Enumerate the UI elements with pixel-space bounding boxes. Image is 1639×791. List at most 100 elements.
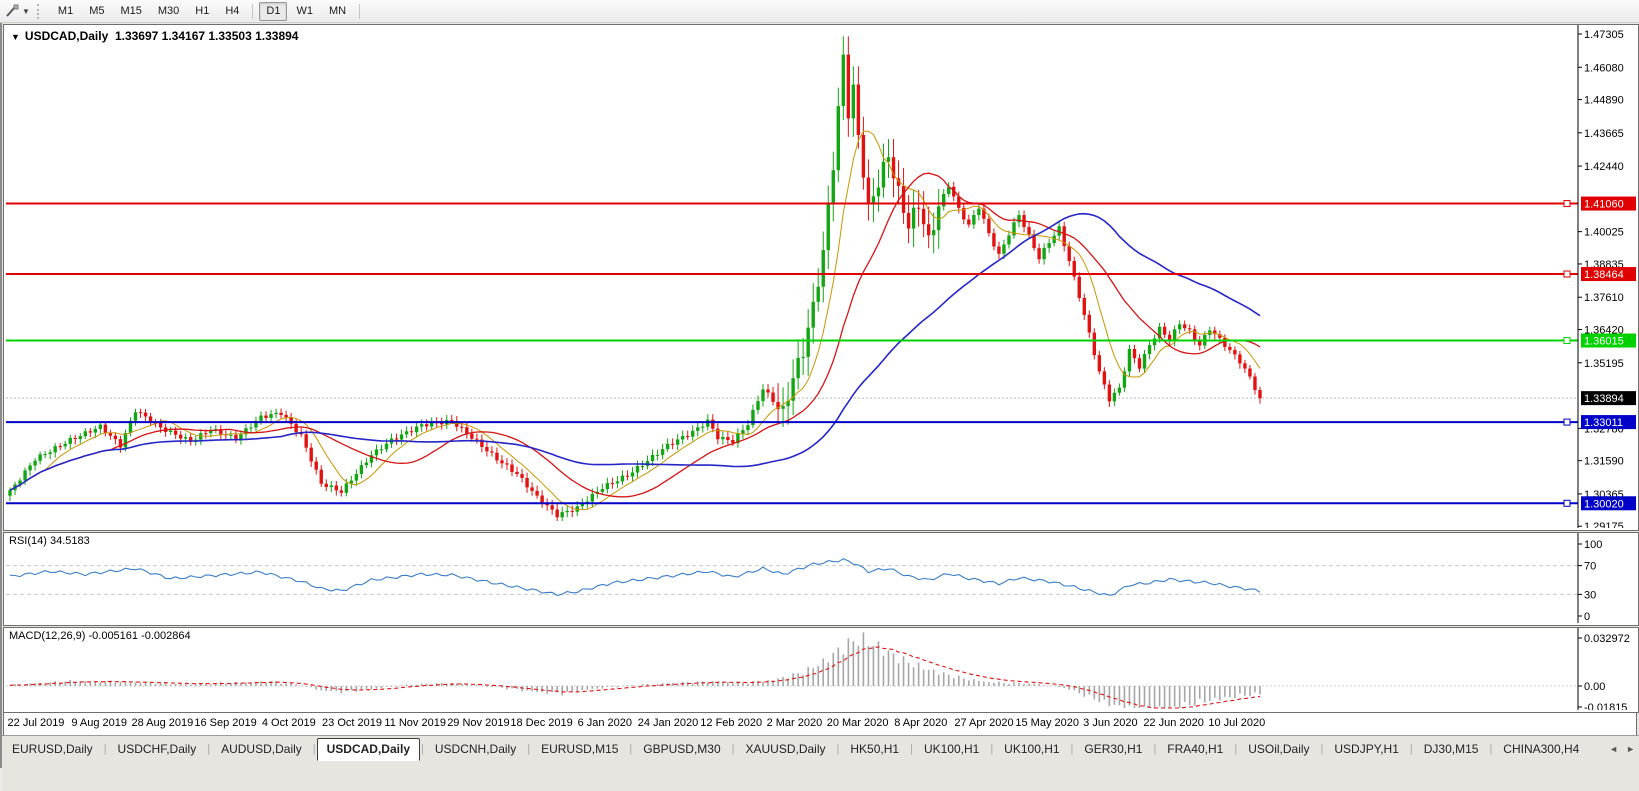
- tab-separator: |: [910, 743, 913, 755]
- timeframe-button-m1[interactable]: M1: [57, 4, 74, 17]
- rsi-axis[interactable]: 100 70 30 0: [1577, 533, 1602, 623]
- ma-line-8[interactable]: [9, 130, 1261, 511]
- price-tick: 1.46080: [1584, 62, 1624, 74]
- toolbar-grip[interactable]: [36, 3, 42, 19]
- hline-end-marker[interactable]: [1563, 499, 1571, 507]
- date-tick-label: 9 Aug 2019: [71, 717, 128, 729]
- hline-price-label: [1581, 333, 1636, 348]
- symbol-dropdown-icon[interactable]: ▼: [11, 32, 20, 42]
- tab-scroll-right-icon[interactable]: ►: [1626, 744, 1635, 754]
- tab-separator: |: [421, 743, 424, 755]
- svg-text:1.36015: 1.36015: [1584, 336, 1624, 348]
- timeframe-button-m15[interactable]: M15: [120, 4, 142, 17]
- chart-tab-xauusd-daily[interactable]: XAUUSD,Daily: [745, 742, 826, 756]
- date-axis[interactable]: 22 Jul 2019 9 Aug 2019 28 Aug 2019 16 Sep 2…: [3, 713, 1637, 735]
- chart-window: 1.47305 1.46080 1.44890 1.43665 1.42440 1.400…: [0, 23, 1639, 791]
- macd-signal-line[interactable]: [9, 646, 1261, 709]
- tab-scroll-left-icon[interactable]: ◄: [1609, 744, 1619, 754]
- chart-tab-eurusd-daily[interactable]: EURUSD,Daily: [12, 742, 93, 756]
- price-tick: 1.37610: [1584, 292, 1624, 304]
- tab-separator: |: [731, 743, 735, 755]
- ma-line-21[interactable]: [9, 172, 1261, 498]
- chart-tab-ger30-h1[interactable]: GER30,H1: [1084, 742, 1143, 756]
- chart-tab-uk100-h1[interactable]: UK100,H1: [923, 742, 980, 756]
- macd-canvas[interactable]: 0.032972 0.00 -0.01815: [4, 628, 1636, 710]
- hline-end-marker[interactable]: [1563, 200, 1571, 208]
- price-axis[interactable]: 1.47305 1.46080 1.44890 1.43665 1.42440 1.400…: [1577, 25, 1636, 528]
- date-tick-label: 12 Feb 2020: [700, 717, 763, 729]
- timeframe-button-d1[interactable]: D1: [259, 1, 288, 21]
- hline-price-label: [1581, 415, 1636, 430]
- chart-tab-gbpusd-m30[interactable]: GBPUSD,M30: [643, 742, 721, 756]
- candlestick-series[interactable]: [8, 36, 1262, 521]
- date-tick-label: 29 Nov 2019: [447, 717, 510, 729]
- price-tick: 1.42440: [1584, 161, 1624, 173]
- main-chart-canvas[interactable]: 1.47305 1.46080 1.44890 1.43665 1.42440 1.400…: [4, 25, 1636, 528]
- chart-tab-usdchf-daily[interactable]: USDCHF,Daily: [117, 742, 197, 756]
- tool-dropdown-icon[interactable]: ▼: [22, 6, 30, 16]
- chart-tab-fra40-h1[interactable]: FRA40,H1: [1167, 742, 1224, 756]
- tab-scroll-arrows: ◄ ►: [1609, 744, 1635, 754]
- chart-tab-audusd-daily[interactable]: AUDUSD,Daily: [221, 742, 302, 756]
- date-tick-label: 3 Jun 2020: [1083, 717, 1138, 729]
- rsi-canvas[interactable]: 100 70 30 0: [4, 533, 1636, 623]
- current-price-label: [1581, 391, 1636, 406]
- timeframe-button-m30[interactable]: M30: [157, 4, 180, 17]
- tab-separator: |: [312, 743, 316, 755]
- timeframe-button-w1[interactable]: W1: [296, 4, 313, 17]
- top-toolbar: ▼ M1 M5 M15 M30 H1 H4 D1 W1 MN: [0, 0, 1639, 23]
- macd-panel: 0.032972 0.00 -0.01815 MACD(12,26,9) -0.00…: [3, 627, 1639, 713]
- date-tick-label: 16 Sep 2019: [194, 717, 257, 729]
- chart-tab-usdcad-daily[interactable]: USDCAD,Daily: [316, 738, 420, 761]
- chart-tab-dj30-m15[interactable]: DJ30,M15: [1423, 742, 1479, 756]
- hline-end-marker[interactable]: [1563, 270, 1571, 278]
- chart-tab-usdjpy-h1[interactable]: USDJPY,H1: [1334, 742, 1399, 756]
- date-tick-label: 6 Jan 2020: [577, 717, 633, 729]
- macd-tick: 0.00: [1584, 681, 1605, 693]
- macd-histogram[interactable]: [9, 632, 1261, 708]
- date-tick-label: 22 Jul 2019: [7, 717, 65, 729]
- tab-separator: |: [629, 743, 633, 755]
- date-tick-label: 23 Oct 2019: [322, 717, 382, 729]
- date-tick-label: 20 Mar 2020: [826, 717, 889, 729]
- date-tick-label: 28 Aug 2019: [131, 717, 194, 729]
- price-tick: 1.35195: [1584, 358, 1624, 370]
- price-tick: 1.29175: [1584, 521, 1624, 528]
- timeframe-button-mn[interactable]: MN: [328, 4, 347, 17]
- toolbar-tool-icon[interactable]: [3, 2, 21, 20]
- window-bottom-strip: [2, 762, 1639, 791]
- date-tick-label: 24 Jan 2020: [637, 717, 699, 729]
- svg-text:1.33011: 1.33011: [1584, 417, 1623, 429]
- hline-end-marker[interactable]: [1563, 418, 1571, 426]
- date-tick-label: 15 May 2020: [1015, 717, 1079, 729]
- chart-tab-hk50-h1[interactable]: HK50,H1: [850, 742, 900, 756]
- rsi-line[interactable]: [9, 558, 1261, 597]
- timeframe-button-m5[interactable]: M5: [89, 4, 105, 17]
- svg-text:1.30020: 1.30020: [1584, 498, 1624, 510]
- date-tick-label: 18 Dec 2019: [510, 717, 573, 729]
- hline-price-label: [1581, 267, 1636, 282]
- chart-tab-usoil-daily[interactable]: USOil,Daily: [1248, 742, 1310, 756]
- rsi-tick: 0: [1584, 611, 1590, 623]
- svg-text:1.33894: 1.33894: [1584, 393, 1624, 405]
- tab-separator: |: [836, 743, 840, 755]
- chart-tab-uk100-h1[interactable]: UK100,H1: [1004, 742, 1060, 756]
- ma-line-55[interactable]: [9, 212, 1261, 491]
- date-tick-label: 22 Jun 2020: [1143, 717, 1204, 729]
- hline-price-label: [1581, 496, 1636, 511]
- date-tick-label: 11 Nov 2019: [384, 717, 446, 729]
- toolbar-separator: [252, 3, 254, 19]
- chart-tab-eurusd-m15[interactable]: EURUSD,M15: [541, 742, 619, 756]
- rsi-panel: 100 70 30 0 RSI(14) 34.5183: [3, 532, 1639, 626]
- chart-tab-china300-h4[interactable]: CHINA300,H4: [1503, 742, 1580, 756]
- macd-axis[interactable]: 0.032972 0.00 -0.01815: [1577, 628, 1630, 710]
- tab-separator: |: [1489, 743, 1493, 755]
- timeframe-button-h4[interactable]: H4: [225, 4, 240, 17]
- chart-tab-usdcnh-daily[interactable]: USDCNH,Daily: [434, 742, 517, 756]
- timeframe-button-h1[interactable]: H1: [195, 4, 210, 17]
- hline-end-marker[interactable]: [1563, 337, 1571, 345]
- svg-text:1.41060: 1.41060: [1584, 199, 1624, 211]
- macd-tick: -0.01815: [1584, 702, 1627, 710]
- date-tick-label: 8 Apr 2020: [894, 717, 948, 729]
- tab-separator: |: [990, 743, 994, 755]
